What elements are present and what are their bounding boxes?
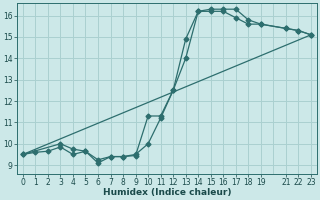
- X-axis label: Humidex (Indice chaleur): Humidex (Indice chaleur): [103, 188, 231, 197]
